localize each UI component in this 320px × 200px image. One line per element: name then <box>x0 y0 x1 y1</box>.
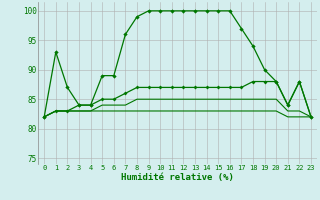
X-axis label: Humidité relative (%): Humidité relative (%) <box>121 173 234 182</box>
